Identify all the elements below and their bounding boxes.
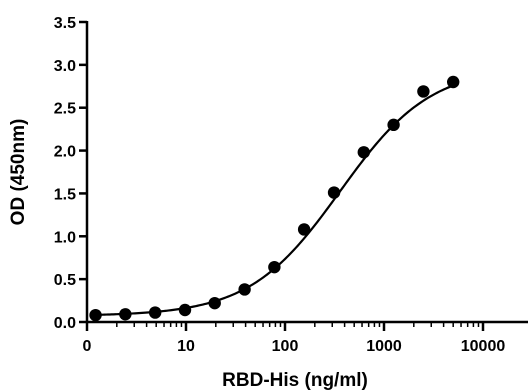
data-point — [119, 308, 132, 321]
y-tick-label: 3.0 — [54, 58, 76, 75]
data-point — [208, 296, 221, 310]
data-point — [238, 283, 251, 296]
data-point — [89, 308, 102, 322]
tick-labels-layer: 0.0 0.5 1.0 1.5 2.0 2.5 3.0 3.5 0 10 100 1000 10000 — [54, 15, 506, 355]
y-tick-label: 0.0 — [54, 315, 76, 332]
x-tick-label: 0 — [83, 338, 92, 355]
fit-curve — [95, 84, 454, 316]
y-tick-label: 3.5 — [54, 15, 76, 32]
x-axis-title: RBD-His (ng/ml) — [222, 370, 368, 390]
data-point — [387, 118, 400, 132]
data-point — [417, 85, 430, 98]
data-point — [178, 303, 192, 317]
data-point — [327, 186, 341, 199]
data-point — [297, 223, 311, 236]
x-tick-label: 100 — [272, 338, 299, 355]
y-tick-label: 1.5 — [54, 186, 76, 203]
axes — [79, 20, 528, 331]
y-tick-label: 0.5 — [54, 272, 76, 289]
data-point — [357, 146, 370, 159]
data-point — [148, 306, 162, 319]
x-tick-label: 10 — [177, 338, 195, 355]
data-point — [268, 260, 281, 274]
x-tick-label: 1000 — [366, 338, 402, 355]
y-axis-title: OD (450nm) — [8, 119, 29, 226]
y-tick-label: 2.0 — [54, 144, 76, 161]
data-point — [446, 75, 460, 89]
fit-curve-layer — [95, 84, 454, 316]
x-tick-label: 10000 — [461, 338, 506, 355]
y-tick-label: 2.5 — [54, 101, 76, 118]
y-tick-label: 1.0 — [54, 229, 76, 246]
data-points-layer — [89, 75, 460, 322]
